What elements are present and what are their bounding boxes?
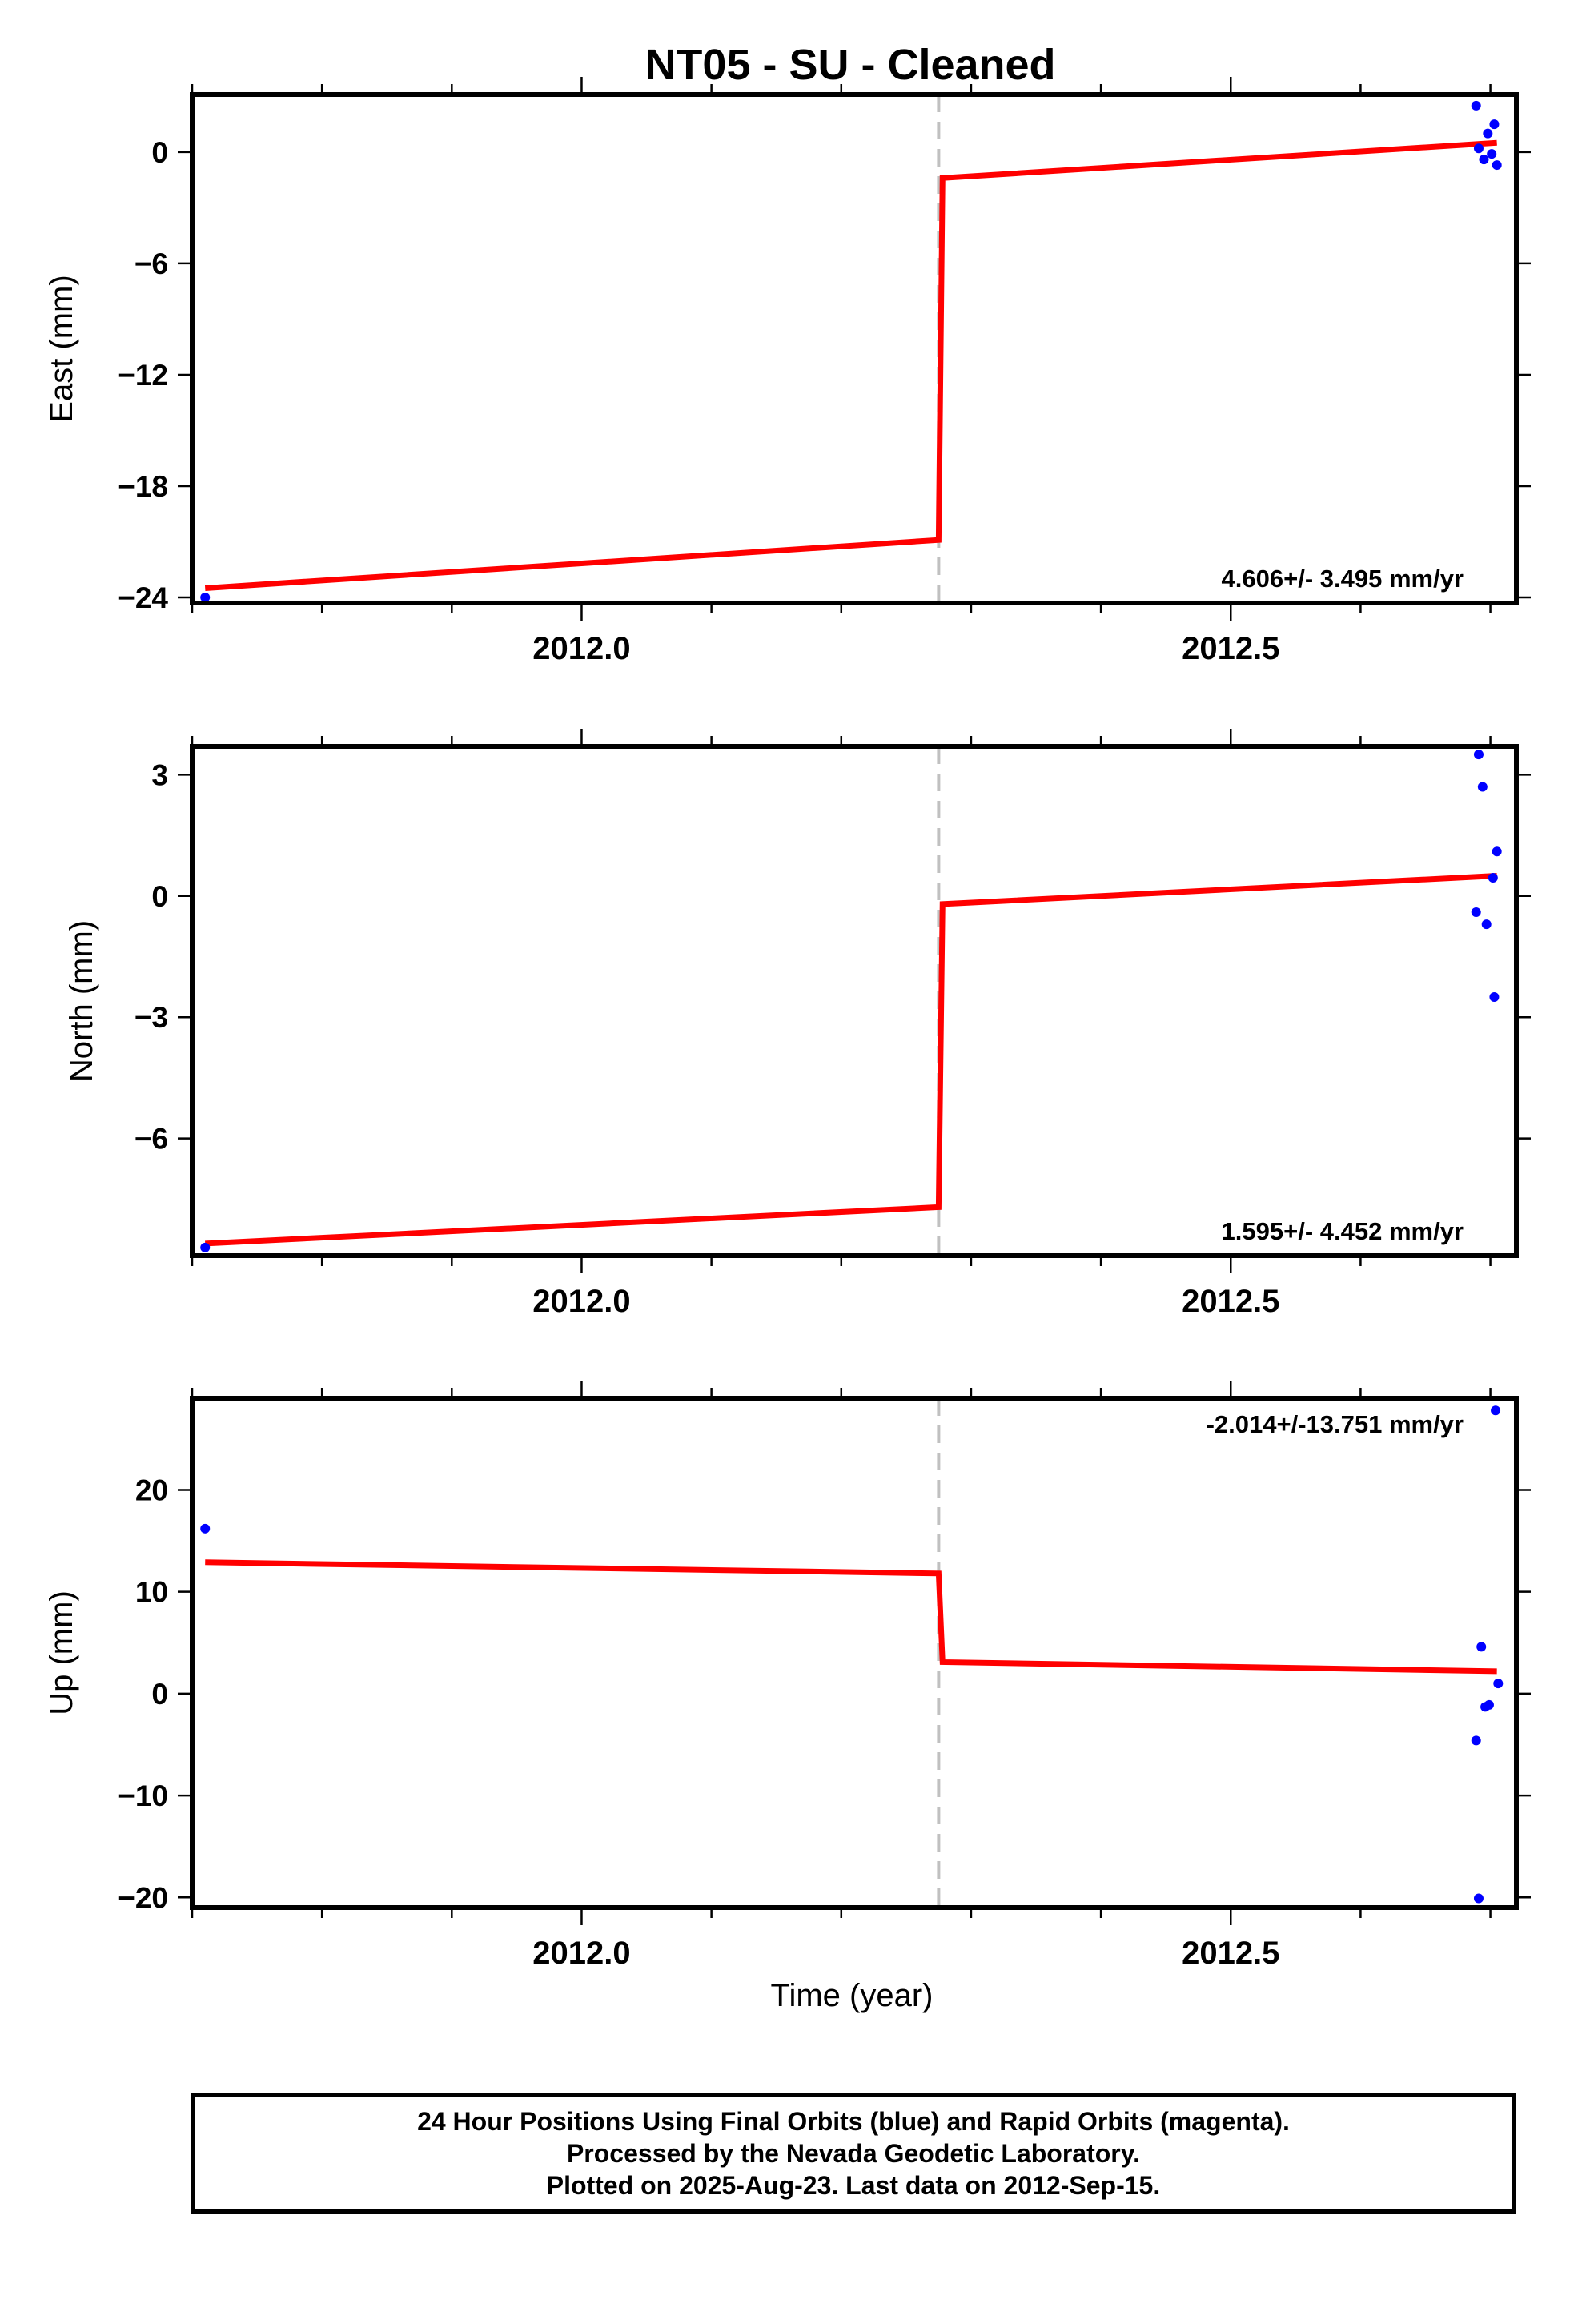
east-data-point xyxy=(1473,143,1484,154)
east-model-line xyxy=(204,139,1497,591)
up-y-tick-label: −10 xyxy=(118,1779,168,1812)
north-data-point xyxy=(1492,846,1502,857)
north-rate-label: 1.595+/- 4.452 mm/yr xyxy=(1222,1217,1464,1245)
north-frame xyxy=(190,744,1519,1258)
east-data-point xyxy=(1471,100,1481,111)
footer-line-1: 24 Hour Positions Using Final Orbits (bl… xyxy=(417,2107,1290,2136)
up-data-point xyxy=(200,1523,211,1534)
north-panel: 2012.0 2012.5 −6 −3 0 3 North (mm) 1.595+/- 4.4… xyxy=(64,729,1531,1319)
up-data-point xyxy=(1493,1679,1504,1689)
up-x-tick-label: 2012.5 xyxy=(1182,1936,1279,1971)
north-model-line xyxy=(205,873,1497,1247)
footer-line-2: Processed by the Nevada Geodetic Laborat… xyxy=(566,2139,1141,2168)
east-y-tick-label: −24 xyxy=(118,581,168,614)
east-y-axis-label: East (mm) xyxy=(44,275,79,422)
up-data-point xyxy=(1471,1735,1481,1746)
up-y-tick-label: 20 xyxy=(135,1474,168,1506)
up-model-line xyxy=(205,1559,1497,1675)
north-y-tick-label: 0 xyxy=(151,880,168,913)
east-rate-label: 4.606+/- 3.495 mm/yr xyxy=(1222,565,1464,593)
up-x-tick-label: 2012.0 xyxy=(532,1936,630,1971)
north-x-tick-label: 2012.5 xyxy=(1182,1284,1279,1319)
east-x-tick-label: 2012.5 xyxy=(1182,631,1279,666)
up-data-point xyxy=(1480,1702,1491,1712)
east-data-point xyxy=(200,593,211,603)
north-y-axis-label: North (mm) xyxy=(64,920,99,1082)
north-y-tick-label: −3 xyxy=(135,1001,168,1034)
up-data-point xyxy=(1476,1642,1487,1652)
north-y-tick-label: 3 xyxy=(151,758,168,791)
up-y-tick-label: 0 xyxy=(151,1678,168,1711)
east-panel: 2012.0 2012.5 −24 −18 −12 −6 0 East (mm) 4.606+/… xyxy=(44,77,1531,666)
footer-line-3: Plotted on 2025-Aug-23. Last data on 201… xyxy=(546,2171,1161,2200)
east-y-tick-label: 0 xyxy=(151,136,168,169)
up-y-tick-label: 10 xyxy=(135,1576,168,1609)
east-x-tick-label: 2012.0 xyxy=(532,631,630,666)
up-frame xyxy=(190,1396,1519,1910)
east-data-point xyxy=(1487,149,1497,159)
east-data-point xyxy=(1479,155,1489,165)
east-y-tick-label: −18 xyxy=(118,470,168,503)
east-y-tick-label: −12 xyxy=(118,359,168,392)
up-y-tick-label: −20 xyxy=(118,1881,168,1914)
east-frame xyxy=(190,92,1519,605)
up-data-point xyxy=(1473,1893,1484,1904)
north-data-point xyxy=(200,1242,211,1252)
east-data-point xyxy=(1489,119,1500,130)
up-y-axis-label: Up (mm) xyxy=(44,1590,79,1715)
up-rate-label: -2.014+/-13.751 mm/yr xyxy=(1207,1410,1464,1438)
north-x-tick-label: 2012.0 xyxy=(532,1284,630,1319)
north-data-point xyxy=(1488,873,1498,883)
north-data-point xyxy=(1489,991,1500,1002)
east-data-point xyxy=(1483,128,1493,139)
east-y-tick-label: −6 xyxy=(135,247,168,280)
north-data-point xyxy=(1471,907,1481,917)
x-axis-label: Time (year) xyxy=(771,1978,934,2013)
north-data-point xyxy=(1473,750,1484,760)
north-y-tick-label: −6 xyxy=(135,1123,168,1156)
north-data-point xyxy=(1477,782,1488,792)
up-panel: 2012.0 2012.5 −20 −10 0 10 20 Up (mm) -2.014+/-1… xyxy=(44,1381,1531,1971)
figure-title: NT05 - SU - Cleaned xyxy=(644,41,1055,89)
footer-box: 24 Hour Positions Using Final Orbits (bl… xyxy=(191,2093,1516,2214)
north-data-point xyxy=(1481,919,1492,930)
up-data-point xyxy=(1491,1405,1501,1416)
east-data-point xyxy=(1492,160,1502,171)
